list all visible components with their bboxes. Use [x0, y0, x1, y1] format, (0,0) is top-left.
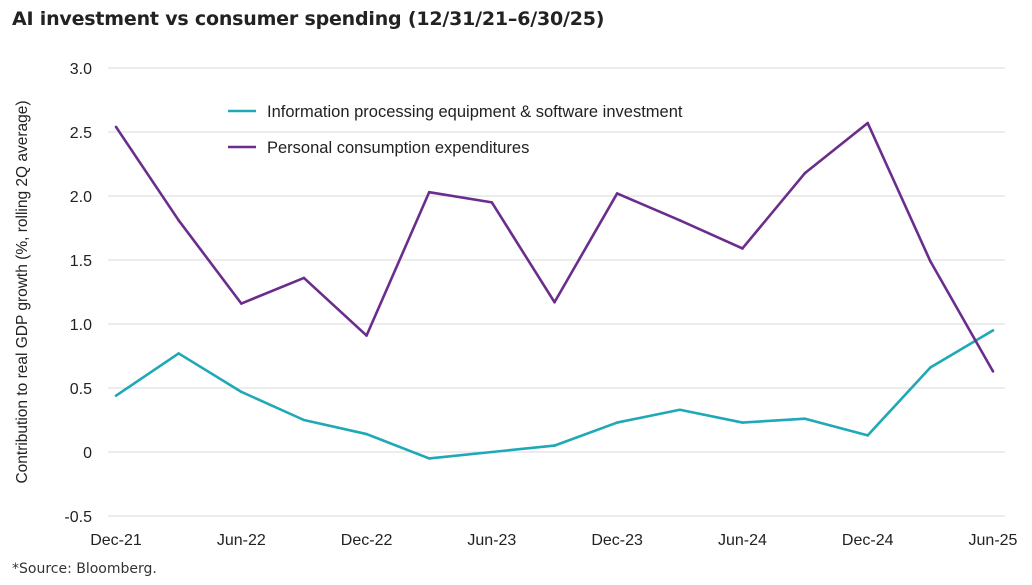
data-point	[239, 390, 243, 394]
data-point	[365, 432, 368, 436]
x-tick-label: Dec-23	[591, 532, 643, 549]
x-tick-label: Jun-23	[467, 532, 516, 549]
x-tick-label: Dec-22	[341, 532, 393, 549]
data-point	[553, 444, 556, 447]
data-point	[803, 171, 807, 175]
x-tick-label: Dec-21	[90, 532, 142, 549]
y-tick-label: 2.5	[70, 125, 92, 142]
y-tick-label: 1.0	[70, 317, 92, 334]
y-tick-label: 1.5	[70, 253, 92, 270]
data-point	[427, 190, 431, 194]
y-tick-label: 0	[83, 445, 92, 462]
data-point	[490, 201, 494, 204]
data-point	[803, 417, 807, 421]
data-point	[866, 434, 870, 437]
y-tick-label: 2.0	[70, 189, 92, 206]
data-point	[239, 302, 243, 305]
data-point	[553, 300, 556, 304]
y-tick-label: -0.5	[64, 509, 92, 526]
data-point	[302, 418, 306, 422]
data-point	[427, 457, 431, 460]
x-tick-label: Jun-24	[718, 532, 767, 549]
data-point	[114, 394, 118, 397]
data-point	[741, 421, 744, 424]
data-point	[678, 219, 682, 222]
data-point	[177, 219, 180, 222]
data-point	[929, 366, 932, 369]
series-line-1	[114, 121, 995, 373]
y-axis-label: Contribution to real GDP growth (%, roll…	[14, 100, 31, 483]
x-tick-label: Jun-22	[217, 532, 266, 549]
x-tick-label: Dec-24	[842, 532, 894, 549]
legend-label-0: Information processing equipment & softw…	[267, 103, 683, 121]
data-point	[365, 334, 368, 337]
y-tick-label: 0.5	[70, 381, 92, 398]
data-point	[490, 450, 494, 454]
legend-label-1: Personal consumption expenditures	[267, 139, 529, 157]
data-point	[991, 370, 995, 373]
y-tick-label: 3.0	[70, 61, 92, 78]
data-point	[615, 192, 619, 195]
data-point	[741, 247, 744, 250]
data-point	[991, 329, 995, 332]
data-point	[615, 421, 619, 424]
data-point	[929, 259, 932, 263]
chart-title: AI investment vs consumer spending (12/3…	[12, 8, 605, 30]
data-point	[866, 121, 870, 125]
data-point	[678, 408, 682, 412]
data-point	[302, 276, 306, 280]
x-tick-label: Jun-25	[969, 532, 1018, 549]
source-note: *Source: Bloomberg.	[12, 561, 157, 577]
series-line-0	[115, 329, 994, 460]
data-point	[114, 125, 118, 129]
data-point	[177, 352, 180, 355]
